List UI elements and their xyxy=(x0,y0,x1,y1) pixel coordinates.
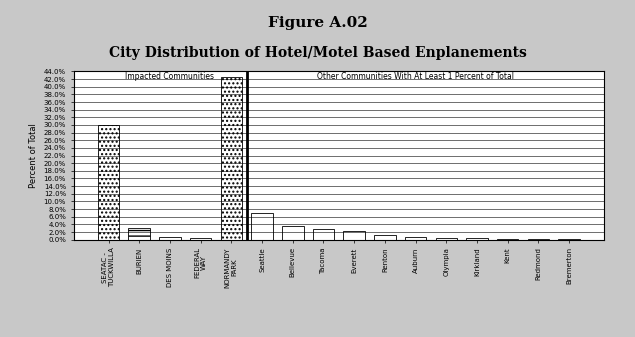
Text: Figure A.02: Figure A.02 xyxy=(267,17,368,30)
Bar xyxy=(312,229,334,240)
Bar xyxy=(558,239,580,240)
Bar xyxy=(528,239,549,240)
Bar xyxy=(190,238,211,240)
Bar xyxy=(282,226,304,240)
Bar xyxy=(466,238,488,240)
Bar xyxy=(251,213,273,240)
Text: City Distribution of Hotel/Motel Based Enplanements: City Distribution of Hotel/Motel Based E… xyxy=(109,45,526,60)
Text: Other Communities With At Least 1 Percent of Total: Other Communities With At Least 1 Percen… xyxy=(317,72,514,81)
Bar xyxy=(497,239,519,240)
Bar xyxy=(344,231,365,240)
Bar xyxy=(159,237,181,240)
Bar xyxy=(374,235,396,240)
Bar xyxy=(405,237,426,240)
Text: Impacted Communities: Impacted Communities xyxy=(126,72,215,81)
Bar xyxy=(436,238,457,240)
Bar xyxy=(98,125,119,240)
Bar xyxy=(128,228,150,240)
Bar xyxy=(220,77,242,240)
Y-axis label: Percent of Total: Percent of Total xyxy=(29,123,38,188)
